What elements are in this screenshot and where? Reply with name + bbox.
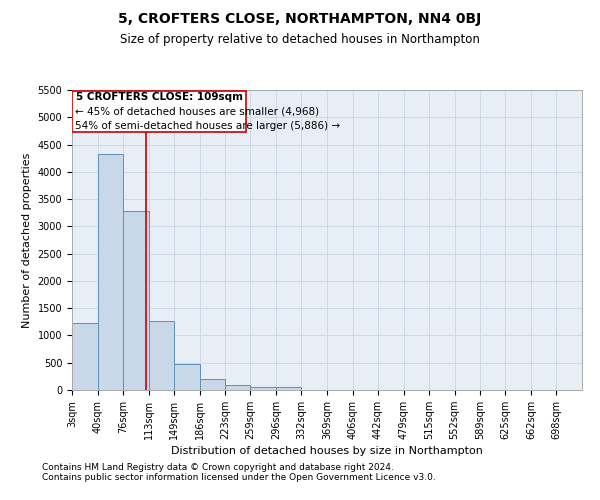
Text: 54% of semi-detached houses are larger (5,886) →: 54% of semi-detached houses are larger (…	[75, 120, 340, 130]
Y-axis label: Number of detached properties: Number of detached properties	[22, 152, 32, 328]
Text: 5, CROFTERS CLOSE, NORTHAMPTON, NN4 0BJ: 5, CROFTERS CLOSE, NORTHAMPTON, NN4 0BJ	[118, 12, 482, 26]
Bar	[276, 388, 301, 390]
Bar	[174, 364, 199, 390]
Text: Contains public sector information licensed under the Open Government Licence v3: Contains public sector information licen…	[42, 472, 436, 482]
Text: ← 45% of detached houses are smaller (4,968): ← 45% of detached houses are smaller (4,…	[75, 106, 319, 117]
Bar	[72, 323, 98, 390]
Text: Contains HM Land Registry data © Crown copyright and database right 2024.: Contains HM Land Registry data © Crown c…	[42, 462, 394, 471]
Text: 5 CROFTERS CLOSE: 109sqm: 5 CROFTERS CLOSE: 109sqm	[76, 92, 242, 102]
Bar	[225, 384, 250, 390]
Bar	[149, 322, 174, 390]
Bar	[199, 379, 225, 390]
Bar	[123, 210, 149, 390]
Bar	[98, 154, 123, 390]
Text: Size of property relative to detached houses in Northampton: Size of property relative to detached ho…	[120, 32, 480, 46]
FancyBboxPatch shape	[72, 90, 246, 132]
Bar	[250, 386, 276, 390]
X-axis label: Distribution of detached houses by size in Northampton: Distribution of detached houses by size …	[171, 446, 483, 456]
